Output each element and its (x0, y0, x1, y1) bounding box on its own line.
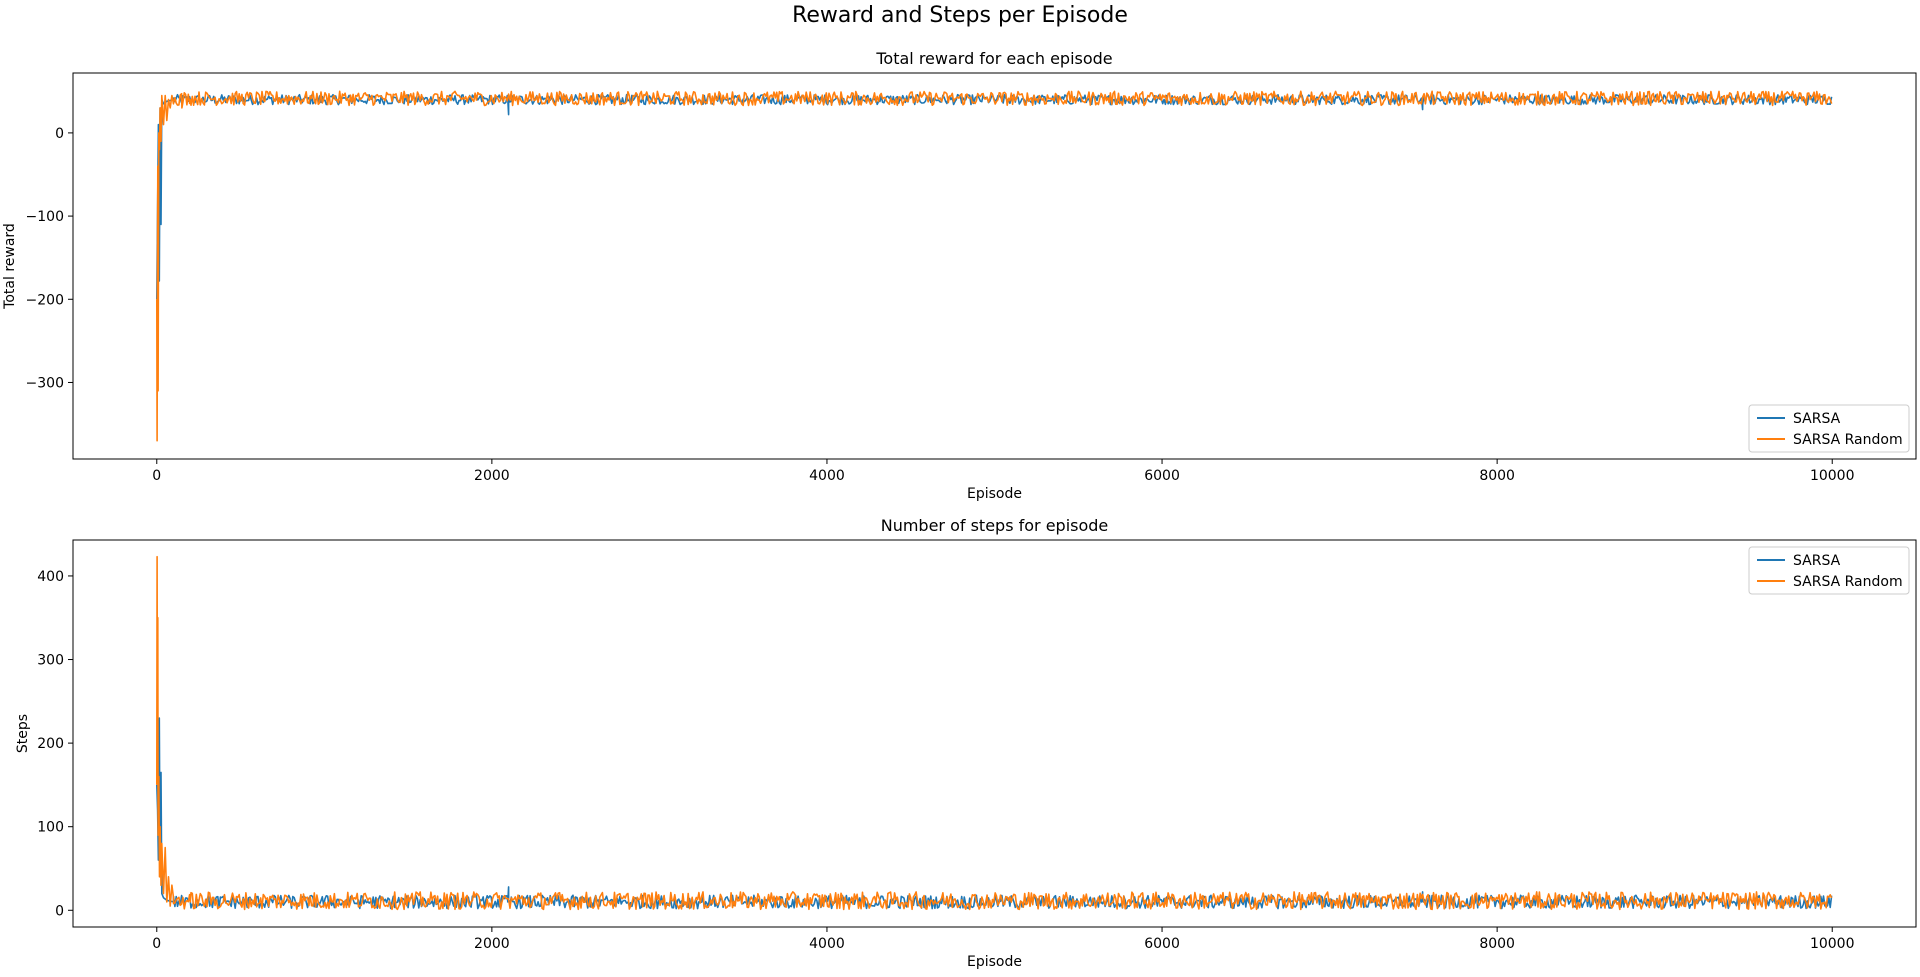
series-group (156, 90, 1833, 442)
axes-frame (72, 72, 1917, 460)
x-tick-label: 10000 (1810, 468, 1855, 484)
legend-label: SARSA Random (1793, 574, 1903, 590)
subplot-1: 0 2000 4000 6000 8000 10000 −300 −200 −100 0 Total… (2, 49, 1917, 502)
x-tick-label: 10000 (1810, 936, 1855, 952)
series-group (156, 555, 1833, 911)
y-tick-label: 0 (55, 126, 64, 142)
x-tick-label: 2000 (474, 468, 510, 484)
legend: SARSA SARSA Random (1748, 404, 1910, 453)
series-line-sarsa-random (156, 90, 1833, 442)
x-tick-label: 0 (152, 936, 161, 952)
x-axis-label: Episode (967, 486, 1022, 502)
y-tick-label: 0 (55, 903, 64, 919)
y-tick-label: −200 (26, 292, 64, 308)
series-line-sarsa-random (156, 555, 1833, 911)
legend-label: SARSA (1793, 411, 1841, 427)
legend-label: SARSA Random (1793, 432, 1903, 448)
legend-box (1748, 404, 1910, 453)
x-tick-label: 6000 (1144, 936, 1180, 952)
legend: SARSA SARSA Random (1748, 546, 1910, 595)
x-tick-label: 4000 (809, 468, 845, 484)
y-tick-label: 300 (37, 653, 64, 669)
axes-frame (72, 539, 1917, 928)
series-line-sarsa (156, 93, 1833, 300)
x-tick-label: 0 (152, 468, 161, 484)
x-tick-label: 2000 (474, 936, 510, 952)
legend-box (1748, 546, 1910, 595)
subplot-title: Total reward for each episode (875, 49, 1112, 68)
y-tick-label: 200 (37, 736, 64, 752)
x-tick-label: 8000 (1479, 936, 1515, 952)
y-axis-label: Steps (15, 714, 31, 753)
subplot-title: Number of steps for episode (881, 516, 1109, 535)
x-tick-label: 4000 (809, 936, 845, 952)
y-axis-label: Total reward (2, 223, 18, 310)
y-tick-label: 100 (37, 820, 64, 836)
series-line-sarsa (156, 717, 1833, 910)
figure-title: Reward and Steps per Episode (792, 3, 1128, 28)
legend-label: SARSA (1793, 553, 1841, 569)
y-tick-label: 400 (37, 569, 64, 585)
x-tick-label: 8000 (1479, 468, 1515, 484)
y-tick-label: −100 (26, 209, 64, 225)
subplot-2: 0 2000 4000 6000 8000 10000 0 100 200 300 400 Numbe… (15, 516, 1917, 970)
y-tick-label: −300 (26, 375, 64, 391)
x-axis-label: Episode (967, 954, 1022, 970)
x-tick-label: 6000 (1144, 468, 1180, 484)
